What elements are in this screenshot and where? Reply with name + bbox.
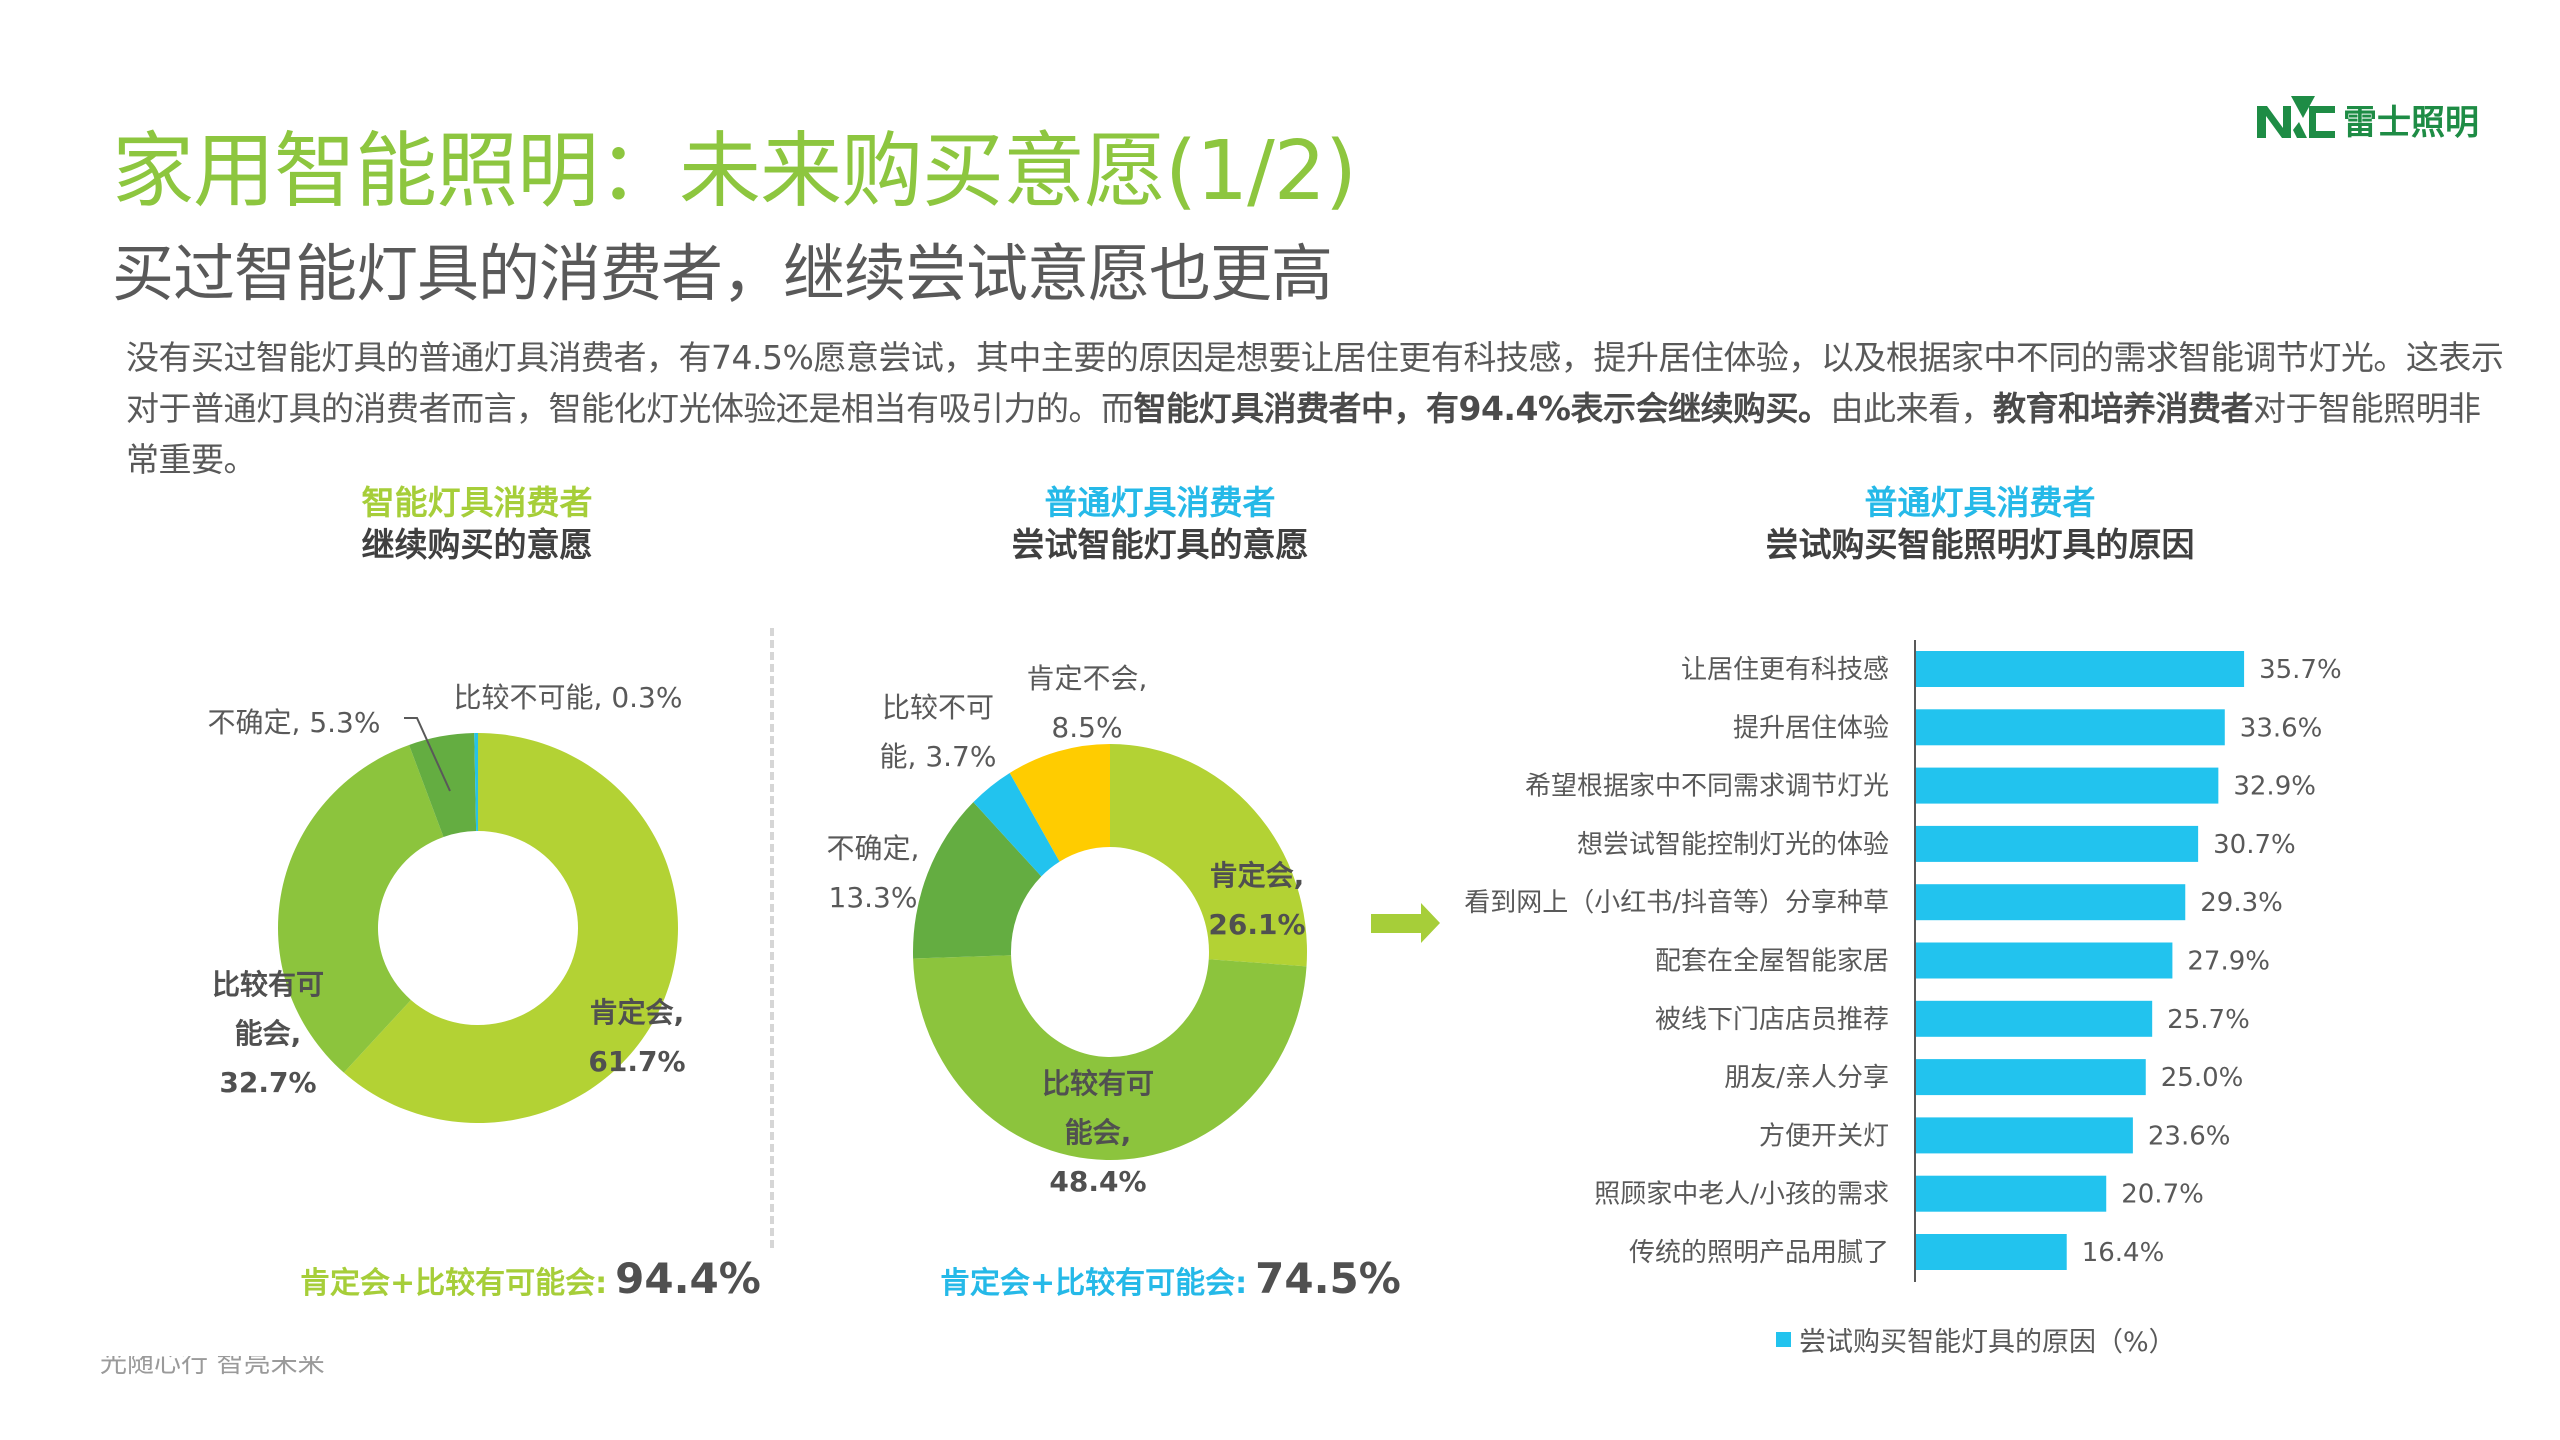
bar (1916, 709, 2225, 746)
bar-category-label: 朋友/亲人分享 (1724, 1063, 1889, 1093)
donut1-label-unlikely: 比较不可能, 0.3% (453, 681, 683, 714)
bar-chart-reasons: 让居住更有科技感 35.7% 提升居住体验 33.6% 希望根据家中不同需求调节灯光 32… (1464, 640, 2342, 1282)
section-heading-line1: 普通灯具消费者 (1044, 483, 1276, 522)
section-heading-line2: 继续购买的意愿 (361, 525, 593, 564)
bar (1916, 825, 2199, 862)
donut-slice-0 (343, 733, 678, 1123)
bar (1916, 1059, 2146, 1096)
page-title: 家用智能照明：未来购买意愿(1/2) (112, 124, 1357, 219)
nvc-logo-icon: 雷士照明 (2257, 96, 2479, 143)
donut-slice-0 (1110, 744, 1307, 967)
bar (1916, 767, 2219, 804)
donut-slice-2 (409, 733, 477, 837)
total-label: 肯定会+比较有可能会: (940, 1266, 1248, 1301)
section-heading-smart: 智能灯具消费者 继续购买的意愿 (362, 482, 593, 566)
bar (1916, 884, 2186, 921)
bar (1916, 942, 2173, 979)
section-heading-line2: 尝试智能灯具的意愿 (1011, 525, 1309, 564)
arrow-right-icon (1371, 903, 1440, 943)
summary-text-1: 没有买过智能灯具的普通灯具消费者，有74.5%愿意尝试，其中主要的原因是想要让居… (126, 338, 2504, 428)
footer-slogan: 光随心行 智亮未来 (100, 1356, 325, 1379)
bar-category-label: 配套在全屋智能家居 (1655, 947, 1889, 977)
bar-value-label: 25.0% (2161, 1063, 2244, 1093)
summary-bold-1: 智能灯具消费者中，有94.4%表示会继续购买。 (1133, 389, 1832, 428)
bar-chart-legend: 尝试购买智能灯具的原因（%） (1776, 1320, 2176, 1359)
donut-chart-smart-consumers (278, 733, 678, 1123)
label-leader-line (404, 717, 451, 792)
bar-category-label: 让居住更有科技感 (1681, 655, 1889, 685)
summary-text-3: 对于智能照明非常重要。 (126, 389, 2481, 479)
total-value: 74.5% (1255, 1254, 1401, 1303)
logo-text: 雷士照明 (2343, 103, 2479, 142)
summary-text-2: 由此来看， (1830, 389, 1994, 428)
section-heading-line2: 尝试购买智能照明灯具的原因 (1765, 525, 2195, 564)
total-label: 肯定会+比较有可能会: (300, 1266, 608, 1301)
bar-category-label: 照顾家中老人/小孩的需求 (1594, 1180, 1889, 1210)
bar-value-label: 35.7% (2259, 655, 2342, 685)
bar (1916, 1000, 2153, 1037)
bar-value-label: 30.7% (2213, 830, 2296, 860)
donut2-label-likely: 比较有可 能会, 48.4% (1041, 1067, 1155, 1198)
section-heading-line1: 智能灯具消费者 (361, 483, 593, 522)
bar-category-label: 方便开关灯 (1759, 1121, 1889, 1151)
donut-slice-1 (278, 744, 444, 1073)
donut2-label-unlikely: 比较不可 能, 3.7% (879, 691, 997, 773)
legend-swatch (1776, 1332, 1791, 1347)
bar-value-label: 16.4% (2082, 1238, 2165, 1268)
bar-value-label: 23.6% (2148, 1121, 2231, 1151)
summary-bold-2: 教育和培养消费者 (1993, 389, 2254, 428)
donut1-label-unsure: 不确定, 5.3% (207, 706, 381, 739)
bar (1916, 651, 2245, 687)
donut-slice-3 (973, 772, 1060, 877)
bar-value-label: 27.9% (2187, 947, 2270, 977)
legend-label: 尝试购买智能灯具的原因（%） (1799, 1327, 2176, 1358)
bar-value-label: 32.9% (2233, 772, 2316, 802)
total-value: 94.4% (615, 1254, 761, 1303)
donut1-label-definitely: 肯定会, 61.7% (588, 996, 686, 1078)
donut-slice-1 (913, 955, 1307, 1160)
bar (1916, 1234, 2067, 1270)
page-subtitle: 买过智能灯具的消费者，继续尝试意愿也更高 (112, 237, 1333, 310)
bar-category-label: 被线下门店店员推荐 (1655, 1005, 1889, 1035)
bar-category-label: 想尝试智能控制灯光的体验 (1577, 830, 1889, 860)
bar-value-label: 33.6% (2240, 713, 2323, 743)
section-divider (770, 628, 774, 1248)
donut2-label-definitely-not: 肯定不会, 8.5% (1026, 662, 1148, 744)
bar-value-label: 29.3% (2200, 888, 2283, 918)
bar-category-label: 提升居住体验 (1733, 713, 1889, 743)
bar-category-label: 看到网上（小红书/抖音等）分享种草 (1464, 888, 1889, 918)
donut2-label-definitely: 肯定会, 26.1% (1208, 859, 1306, 941)
brand-logo: 雷士照明 (2255, 92, 2495, 143)
summary-paragraph: 没有买过智能灯具的普通灯具消费者，有74.5%愿意尝试，其中主要的原因是想要让居… (126, 332, 2506, 485)
donut-slice-4 (1009, 744, 1110, 862)
bar-category-label: 传统的照明产品用腻了 (1629, 1238, 1889, 1268)
donut-slice-2 (913, 802, 1042, 959)
section-heading-line1: 普通灯具消费者 (1864, 483, 2096, 522)
bar (1916, 1175, 2107, 1212)
donut-slice-3 (474, 733, 478, 832)
bar-value-label: 25.7% (2167, 1005, 2250, 1035)
donut1-total: 肯定会+比较有可能会: 94.4% (300, 1254, 761, 1303)
donut-chart-regular-consumers (913, 744, 1307, 1160)
bar-category-label: 希望根据家中不同需求调节灯光 (1525, 772, 1889, 802)
donut1-label-likely: 比较有可 能会, 32.7% (211, 968, 325, 1099)
section-heading-reasons: 普通灯具消费者 尝试购买智能照明灯具的原因 (1766, 482, 2195, 566)
section-heading-regular: 普通灯具消费者 尝试智能灯具的意愿 (1012, 482, 1309, 566)
bar (1916, 1117, 2133, 1154)
donut2-total: 肯定会+比较有可能会: 74.5% (940, 1254, 1401, 1303)
bar-value-label: 20.7% (2121, 1180, 2204, 1210)
donut2-label-unsure: 不确定, 13.3% (826, 832, 920, 914)
